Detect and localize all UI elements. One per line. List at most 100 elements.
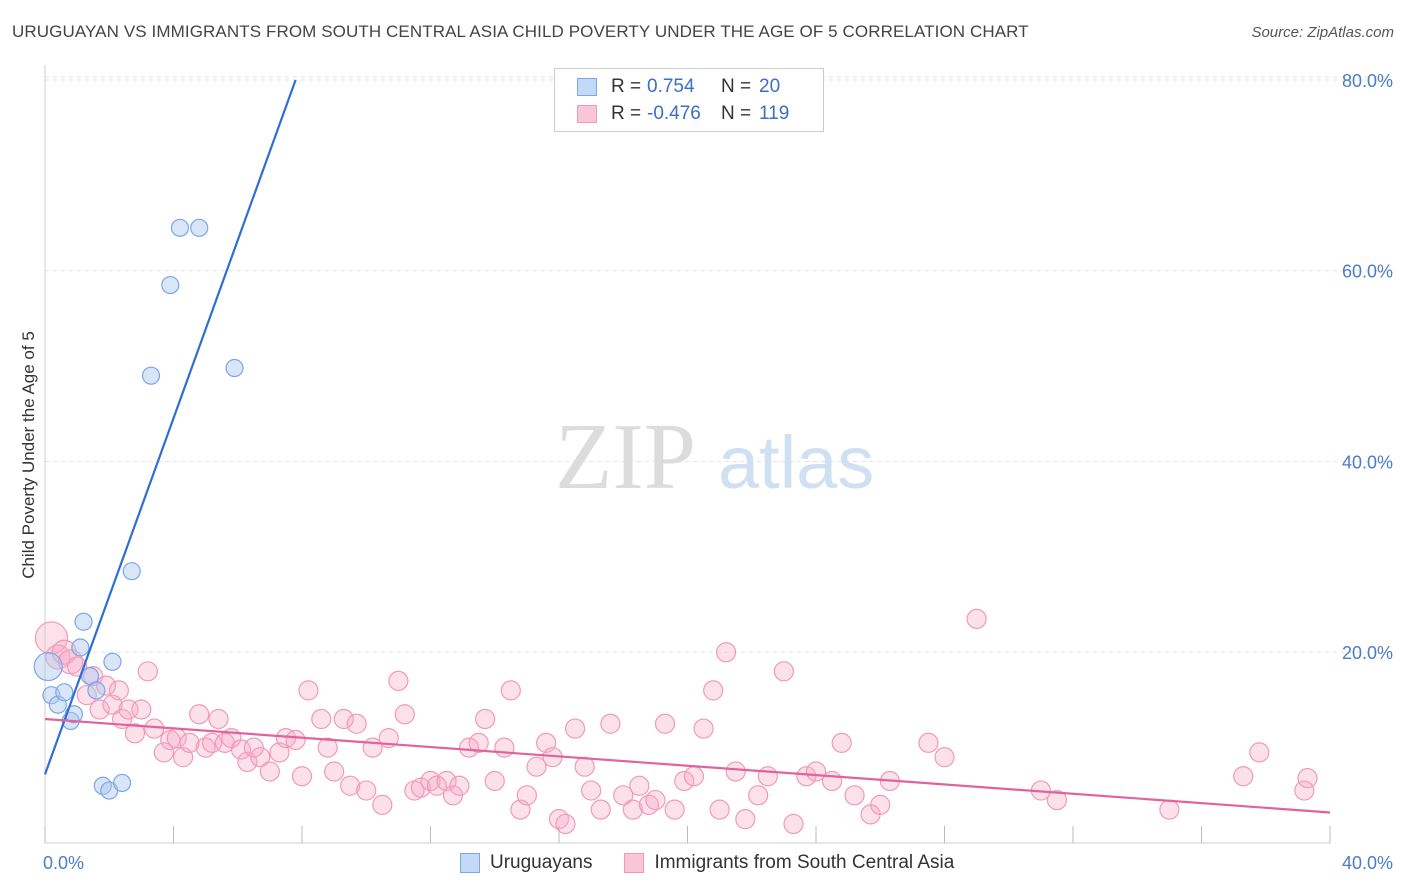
- point-immigrants: [796, 766, 817, 787]
- point-immigrants: [259, 761, 280, 782]
- legend-n-value: 20: [759, 76, 781, 97]
- point-uruguayans: [103, 652, 122, 671]
- point-immigrants: [76, 685, 97, 706]
- point-immigrants: [581, 780, 602, 801]
- point-immigrants: [426, 775, 448, 796]
- point-immigrants: [449, 775, 470, 796]
- point-immigrants: [250, 747, 271, 768]
- point-immigrants: [317, 737, 338, 758]
- point-uruguayans: [74, 612, 93, 631]
- point-immigrants: [144, 718, 165, 739]
- point-immigrants: [394, 704, 415, 725]
- point-immigrants: [555, 813, 576, 835]
- point-uruguayans: [55, 683, 74, 702]
- point-immigrants: [725, 761, 746, 782]
- legend-item-immigrants: Immigrants from South Central Asia: [624, 852, 954, 874]
- series-legend: Uruguayans Immigrants from South Central…: [460, 852, 986, 874]
- point-uruguayans: [141, 366, 161, 385]
- point-immigrants: [153, 742, 174, 763]
- legend-row-immigrants: R = -0.476 N = 119: [577, 101, 789, 127]
- point-immigrants: [715, 642, 737, 663]
- point-immigrants: [622, 799, 643, 820]
- point-immigrants: [1297, 768, 1318, 789]
- point-immigrants: [934, 747, 955, 768]
- point-uruguayans: [64, 705, 84, 724]
- y-tick-label: 80.0%: [1342, 71, 1393, 91]
- y-tick-label: 60.0%: [1342, 262, 1393, 282]
- chart-title: URUGUAYAN VS IMMIGRANTS FROM SOUTH CENTR…: [12, 22, 1029, 41]
- point-immigrants: [693, 718, 714, 739]
- point-immigrants: [458, 737, 480, 758]
- point-immigrants: [844, 785, 865, 806]
- point-immigrants: [388, 670, 409, 691]
- point-immigrants: [324, 761, 345, 782]
- point-immigrants: [674, 770, 695, 792]
- point-immigrants: [600, 713, 621, 734]
- point-uruguayans: [225, 358, 244, 378]
- point-immigrants: [340, 775, 361, 796]
- point-immigrants: [89, 699, 110, 720]
- point-uruguayans: [190, 218, 209, 237]
- point-immigrants: [564, 718, 586, 739]
- trendline-uruguayans: [43, 79, 297, 775]
- legend-item-uruguayans: Uruguayans: [460, 852, 592, 874]
- point-immigrants: [475, 708, 496, 730]
- point-immigrants: [356, 780, 377, 801]
- point-immigrants: [773, 661, 794, 682]
- watermark-atlas: atlas: [718, 421, 874, 504]
- y-axis-label: Child Poverty Under the Age of 5: [19, 331, 38, 579]
- legend-n-value: 119: [759, 103, 790, 124]
- point-immigrants: [208, 708, 229, 730]
- point-immigrants: [494, 737, 515, 758]
- legend-r-label: R =: [611, 103, 642, 124]
- point-immigrants: [748, 785, 769, 806]
- legend-n-label: N =: [721, 76, 752, 97]
- legend-r-value: 0.754: [647, 76, 695, 97]
- point-immigrants: [654, 713, 676, 734]
- legend-swatch-blue: [460, 853, 480, 873]
- point-uruguayans: [161, 275, 180, 295]
- point-immigrants: [664, 799, 685, 820]
- point-immigrants: [821, 770, 843, 792]
- legend-row-uruguayans: R = 0.754 N = 20: [577, 74, 780, 100]
- point-immigrants: [131, 699, 152, 720]
- point-immigrants: [783, 813, 804, 835]
- trend-layer: [43, 79, 1331, 814]
- point-immigrants: [484, 770, 505, 792]
- x-tick-label: 40.0%: [1342, 853, 1393, 873]
- tick-label-layer: 20.0% 40.0% 60.0% 80.0% 0.0% 40.0%: [43, 71, 1393, 873]
- point-immigrants: [703, 680, 724, 701]
- point-immigrants: [1294, 780, 1315, 801]
- point-immigrants: [1233, 766, 1254, 787]
- point-immigrants: [590, 799, 611, 820]
- point-immigrants: [966, 608, 987, 629]
- point-immigrants: [918, 732, 939, 753]
- point-uruguayans: [87, 681, 106, 700]
- point-immigrants: [629, 775, 650, 796]
- point-immigrants: [757, 766, 778, 787]
- stats-legend: R = 0.754 N = 20 R = -0.476 N = 119: [554, 68, 824, 132]
- trendline-immigrants: [44, 717, 1331, 814]
- point-immigrants: [230, 739, 252, 760]
- point-immigrants: [709, 799, 730, 820]
- point-uruguayans: [112, 773, 132, 793]
- x-tick-label: 0.0%: [43, 853, 84, 873]
- point-immigrants: [108, 680, 129, 701]
- legend-r-label: R =: [611, 76, 642, 97]
- point-immigrants: [311, 708, 332, 730]
- legend-n-label: N =: [721, 103, 752, 124]
- legend-r-value: -0.476: [647, 103, 701, 124]
- point-immigrants: [683, 766, 705, 787]
- legend-swatch-blue: [577, 78, 597, 96]
- point-immigrants: [333, 708, 354, 730]
- point-immigrants: [1159, 799, 1180, 820]
- point-immigrants: [645, 789, 666, 811]
- point-immigrants: [137, 661, 158, 682]
- point-uruguayans: [71, 638, 90, 657]
- point-immigrants: [735, 809, 756, 830]
- point-immigrants: [1046, 789, 1068, 811]
- axis-layer: [44, 65, 1331, 844]
- legend-label-uruguayans: Uruguayans: [490, 852, 593, 873]
- point-immigrants: [574, 756, 595, 777]
